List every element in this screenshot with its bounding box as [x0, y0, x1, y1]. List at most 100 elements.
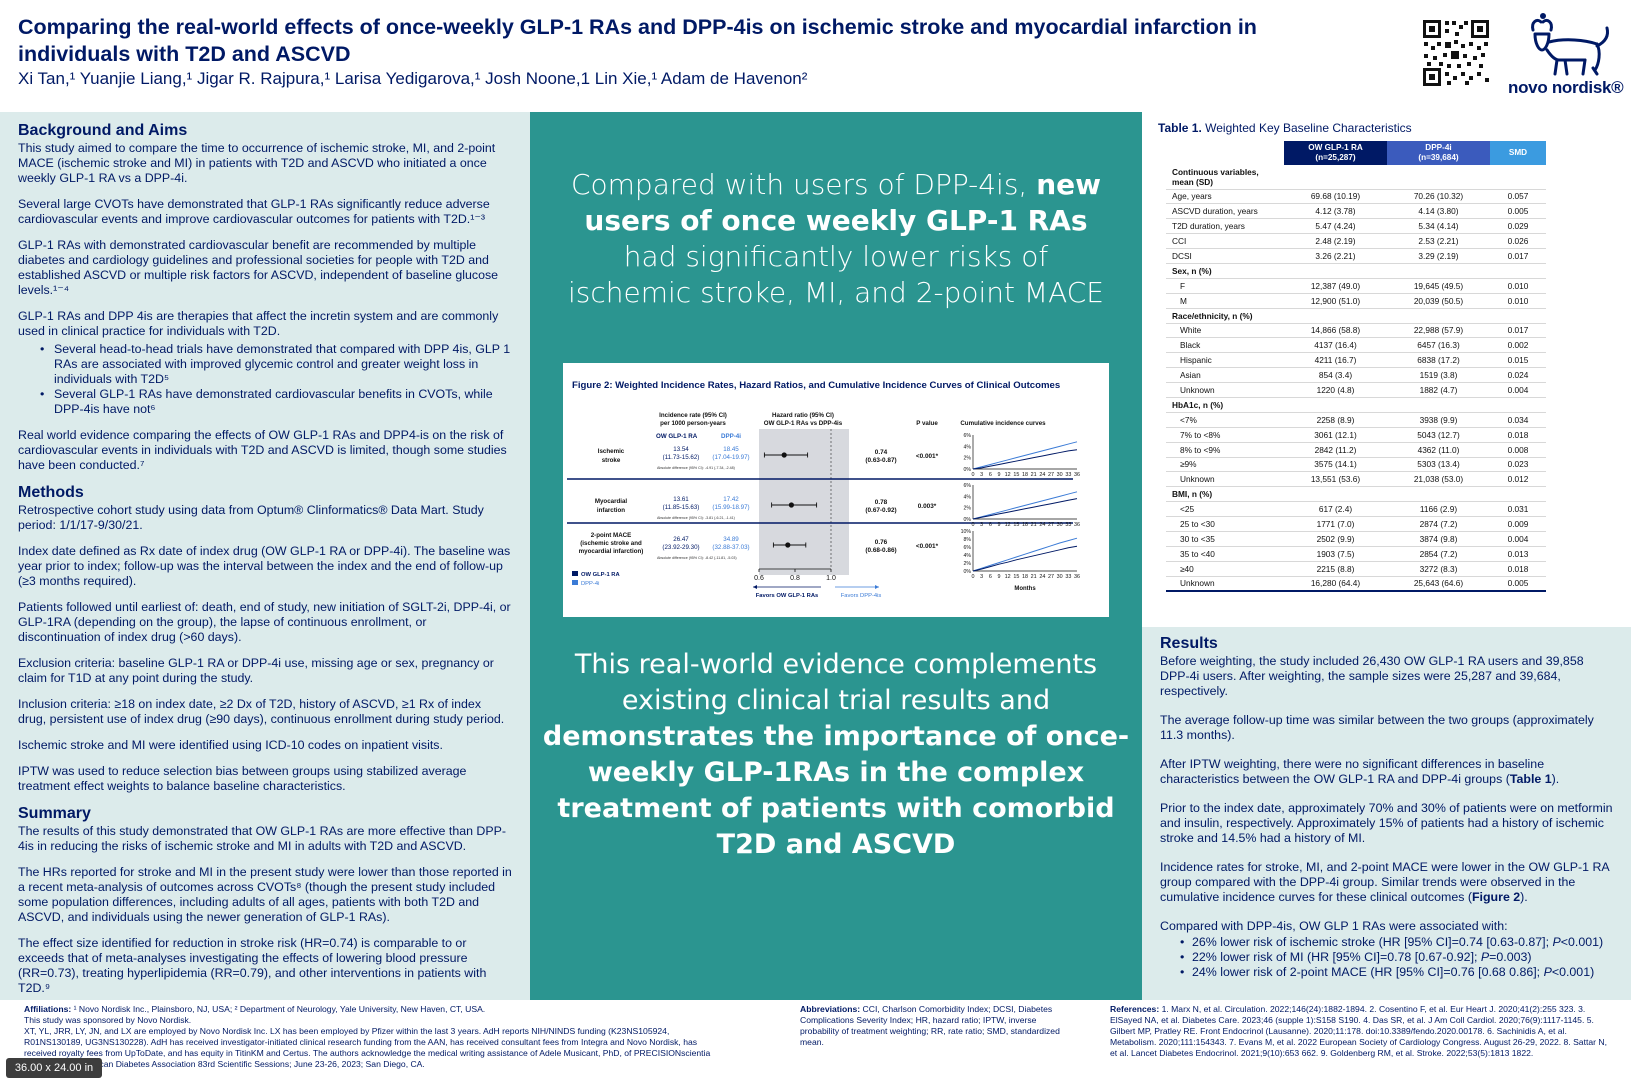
- glp1-value: 3061 (12.1): [1284, 427, 1387, 443]
- glp1-value: 2842 (11.2): [1284, 442, 1387, 458]
- curve-y-tick: 6%: [964, 545, 972, 551]
- curve-y-tick: 4%: [964, 444, 972, 450]
- column-header: per 1000 person-years: [660, 420, 726, 427]
- dpp4-value: 1166 (2.9): [1387, 501, 1490, 518]
- incidence-ci: (32.88-37.03): [712, 544, 749, 551]
- curve-x-tick: 9: [998, 522, 1001, 528]
- key-message-text: had significantly lower risks of ischemi…: [567, 240, 1104, 309]
- affiliations-line: R01NS130189, UG3NS130228). AdH has recei…: [24, 1037, 698, 1047]
- smd-value: 0.057: [1490, 189, 1546, 205]
- table-row: ASCVD duration, years 4.12 (3.78) 4.14 (3.…: [1166, 203, 1546, 220]
- results-paragraph: After IPTW weighting, there were no sign…: [1160, 757, 1613, 787]
- smd-value: 0.009: [1490, 516, 1546, 532]
- abbreviations-label: Abbreviations:: [800, 1004, 861, 1014]
- references: References: 1. Marx N, et al. Circulatio…: [1110, 1004, 1610, 1059]
- smd-value: 0.023: [1490, 457, 1546, 473]
- curve-x-tick: 0: [972, 522, 975, 528]
- table-row: T2D duration, years 5.47 (4.24) 5.34 (4.14…: [1166, 218, 1546, 235]
- table-row: BMI, n (%): [1166, 486, 1546, 503]
- curve-glp1: [972, 545, 1078, 572]
- row-label: Unknown: [1166, 576, 1284, 593]
- curve-y-tick: 8%: [964, 537, 972, 543]
- curve-x-tick: 3: [980, 472, 983, 478]
- table-row: 25 to <30 1771 (7.0) 2874 (7.2) 0.009: [1166, 516, 1546, 532]
- table-row: F 12,387 (49.0) 19,645 (49.5) 0.010: [1166, 278, 1546, 294]
- smd-value: 0.029: [1490, 218, 1546, 235]
- dpp4-value: 6457 (16.3): [1387, 337, 1490, 354]
- smd-value: 0.005: [1490, 203, 1546, 220]
- smd-value: [1490, 263, 1546, 279]
- figure-reference: Figure 2: [1471, 890, 1521, 904]
- smd-value: 0.010: [1490, 293, 1546, 309]
- dpp4-value: 1882 (4.7): [1387, 382, 1490, 398]
- curve-x-tick: 33: [1065, 522, 1071, 528]
- table-row: <25 617 (2.4) 1166 (2.9) 0.031: [1166, 501, 1546, 518]
- left-column: Background and Aims This study aimed to …: [0, 112, 530, 1000]
- qr-code-icon[interactable]: [1421, 18, 1491, 88]
- curve-x-tick: 18: [1022, 522, 1028, 528]
- dpp4-value: 5303 (13.4): [1387, 457, 1490, 473]
- curve-x-tick: 12: [1005, 472, 1011, 478]
- row-label: BMI, n (%): [1166, 486, 1284, 503]
- smd-value: 0.017: [1490, 323, 1546, 339]
- header-label: OW GLP-1 RA: [1308, 143, 1363, 152]
- curve-x-tick: 21: [1031, 574, 1037, 580]
- glp1-value: 4.12 (3.78): [1284, 203, 1387, 220]
- row-label: 8% to <9%: [1166, 442, 1284, 458]
- curve-x-tick: 21: [1031, 472, 1037, 478]
- methods-paragraph: Ischemic stroke and MI were identified u…: [18, 738, 443, 752]
- table-row: Unknown 16,280 (64.4) 25,643 (64.6) 0.005: [1166, 576, 1546, 593]
- table-row: ≥40 2215 (8.8) 3272 (8.3) 0.018: [1166, 561, 1546, 577]
- glp1-value: 4137 (16.4): [1284, 337, 1387, 354]
- curve-x-tick: 30: [1057, 522, 1063, 528]
- background-bullets: Several head-to-head trials have demonst…: [40, 342, 512, 417]
- bullet-item: Several head-to-head trials have demonst…: [40, 342, 512, 387]
- curve-x-tick: 30: [1057, 472, 1063, 478]
- outcome-label: myocardial infarction): [579, 548, 644, 555]
- header-n: (n=39,684): [1418, 153, 1459, 162]
- figure-title: Figure 2: Weighted Incidence Rates, Haza…: [572, 380, 1061, 391]
- table-row: Race/ethnicity, n (%): [1166, 308, 1546, 324]
- table-row: M 12,900 (51.0) 20,039 (50.5) 0.010: [1166, 293, 1546, 309]
- absolute-difference: Absolute difference (95% CI): -3.81 (-6.…: [657, 516, 735, 520]
- curve-x-tick: 6: [989, 574, 992, 580]
- poster-size-badge[interactable]: 36.00 x 24.00 in: [6, 1058, 102, 1078]
- curve-x-tick: 9: [998, 472, 1001, 478]
- table-row: Unknown 1220 (4.8) 1882 (4.7) 0.004: [1166, 382, 1546, 398]
- curve-x-tick: 3: [980, 522, 983, 528]
- poster-footer: Affiliations: ¹ Novo Nordisk Inc., Plain…: [0, 1000, 1631, 1081]
- affiliations-line: XT, YL, JRR, LY, JN, and LX are employed…: [24, 1026, 670, 1036]
- hr-axis-label: 0.8: [790, 575, 800, 582]
- table-row: DCSI 3.26 (2.21) 3.29 (2.19) 0.017: [1166, 248, 1546, 264]
- table-header-smd: SMD: [1490, 141, 1546, 165]
- curve-x-tick: 27: [1048, 574, 1054, 580]
- column-header: OW GLP-1 RAs vs DPP-4is: [764, 420, 843, 427]
- hr-axis-label: 1.0: [826, 575, 836, 582]
- p-value: <0.001*: [916, 543, 939, 550]
- summary-paragraph: The results of this study demonstrated t…: [18, 824, 507, 853]
- curve-x-tick: 24: [1039, 522, 1045, 528]
- dpp4-value: [1387, 486, 1490, 503]
- incidence-ci: (23.92-29.30): [662, 544, 699, 551]
- summary-paragraph: The effect size identified for reduction…: [18, 936, 487, 995]
- row-label: 30 to <35: [1166, 531, 1284, 547]
- row-label: Hispanic: [1166, 352, 1284, 369]
- dpp4-value: 22,988 (57.9): [1387, 323, 1490, 339]
- forest-plot-figure: Incidence rate (95% CI)per 1000 person-y…: [567, 412, 1080, 599]
- row-label: White: [1166, 323, 1284, 339]
- absolute-difference: Absolute difference (95% CI): -4.91 (-7.…: [657, 466, 735, 470]
- results-paragraph: Incidence rates for stroke, MI, and 2-po…: [1160, 860, 1613, 905]
- group-label: DPP-4i: [721, 433, 741, 440]
- glp1-value: [1284, 308, 1387, 324]
- curve-x-axis-label: Months: [1014, 586, 1036, 592]
- table-caption-text: Weighted Key Baseline Characteristics: [1201, 121, 1412, 135]
- result-text: 22% lower risk of MI (HR [95% CI]=0.78 […: [1192, 950, 1481, 964]
- bullet-item: Several GLP-1 RAs have demonstrated card…: [40, 387, 512, 417]
- incidence-rate: 26.47: [673, 536, 689, 543]
- curve-x-tick: 15: [1013, 472, 1019, 478]
- row-label: M: [1166, 293, 1284, 309]
- column-header: Cumulative incidence curves: [960, 420, 1046, 427]
- favors-label: Favors OW GLP-1 RAs: [756, 593, 819, 599]
- smd-value: 0.018: [1490, 427, 1546, 443]
- glp1-value: 3.26 (2.21): [1284, 248, 1387, 264]
